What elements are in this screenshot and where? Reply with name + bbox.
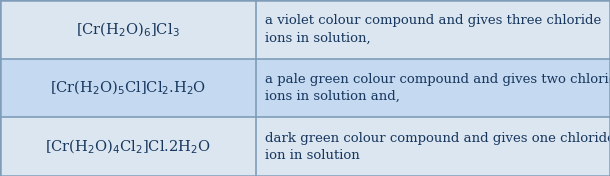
Bar bbox=[256, 0, 610, 59]
Bar bbox=[256, 117, 610, 176]
Bar bbox=[0, 59, 256, 117]
Text: [Cr(H$_{2}$O)$_{6}$]Cl$_{3}$: [Cr(H$_{2}$O)$_{6}$]Cl$_{3}$ bbox=[76, 20, 180, 39]
Text: [Cr(H$_{2}$O)$_{4}$Cl$_{2}$]Cl.2H$_{2}$O: [Cr(H$_{2}$O)$_{4}$Cl$_{2}$]Cl.2H$_{2}$O bbox=[45, 137, 211, 156]
Bar bbox=[256, 59, 610, 117]
Text: [Cr(H$_{2}$O)$_{5}$Cl]Cl$_{2}$.H$_{2}$O: [Cr(H$_{2}$O)$_{5}$Cl]Cl$_{2}$.H$_{2}$O bbox=[50, 79, 206, 97]
Bar bbox=[0, 0, 256, 59]
Text: a violet colour compound and gives three chloride
ions in solution,: a violet colour compound and gives three… bbox=[265, 14, 601, 44]
Text: a pale green colour compound and gives two chloride
ions in solution and,: a pale green colour compound and gives t… bbox=[265, 73, 610, 103]
Text: dark green colour compound and gives one chloride
ion in solution: dark green colour compound and gives one… bbox=[265, 132, 610, 162]
Bar bbox=[0, 117, 256, 176]
